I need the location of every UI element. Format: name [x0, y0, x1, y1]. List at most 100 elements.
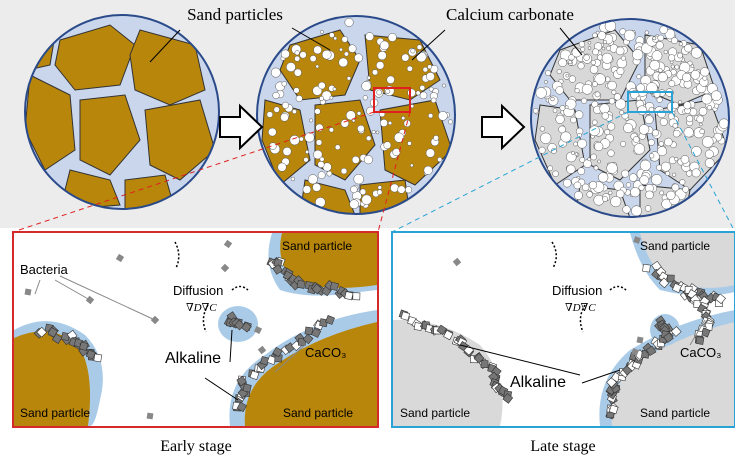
crystal [692, 169, 700, 177]
calcium-carbonate [94, 354, 102, 362]
crystal [659, 141, 664, 146]
crystal [305, 150, 308, 153]
crystal [309, 119, 312, 122]
crystal [428, 113, 433, 118]
crystal [568, 60, 572, 64]
crystal [637, 74, 641, 78]
crystal [582, 84, 592, 94]
crystal [548, 166, 553, 171]
crystal [705, 158, 714, 167]
bacterium [258, 346, 266, 354]
crystal [617, 67, 624, 74]
crystal [621, 56, 625, 60]
crystal [649, 153, 654, 158]
crystal [387, 76, 395, 84]
crystal [329, 128, 334, 133]
crystal [341, 168, 347, 174]
crystal [607, 163, 618, 174]
crystal [657, 146, 666, 155]
crystal [594, 166, 598, 170]
crystal [620, 110, 624, 114]
crystal [702, 136, 713, 147]
crystal [631, 206, 641, 216]
crystal [318, 82, 325, 89]
crystal [407, 141, 411, 145]
crystal [592, 49, 598, 55]
crystal [304, 157, 309, 162]
crystal [671, 37, 677, 43]
crystal [620, 141, 625, 146]
crystal [658, 68, 662, 72]
crystal [557, 69, 562, 74]
crystal [388, 121, 392, 125]
crystal [433, 135, 438, 140]
crystal [658, 72, 668, 82]
crystal [665, 171, 669, 175]
crystal [608, 81, 617, 90]
shape [205, 378, 238, 400]
crystal [448, 120, 452, 124]
calcium-carbonate [353, 293, 360, 300]
crystal [584, 55, 590, 61]
crystal [339, 58, 348, 67]
crystal [303, 186, 311, 194]
crystal [636, 96, 640, 100]
crystal [366, 136, 371, 141]
crystal [702, 94, 712, 104]
crystal [291, 177, 295, 181]
crystal [603, 196, 608, 201]
crystal [703, 76, 707, 80]
crystal [672, 173, 676, 177]
crystal [417, 45, 422, 50]
crystal [608, 191, 612, 195]
crystal [388, 33, 396, 41]
crystal [660, 118, 667, 125]
crystal [639, 124, 649, 134]
crystal [675, 65, 679, 69]
crystal [377, 90, 382, 95]
crystal [360, 189, 366, 195]
crystal [429, 87, 433, 91]
crystal [308, 175, 317, 184]
page: {"top": {"sand_label": "Sand particles",… [0, 0, 735, 459]
crystal [377, 190, 382, 195]
crystal [292, 109, 296, 113]
bacterium [25, 289, 32, 296]
crystal [691, 70, 700, 79]
crystal [602, 112, 609, 119]
crystal [591, 154, 597, 160]
crystal [683, 186, 689, 192]
crystal [560, 105, 565, 110]
crystal [347, 76, 351, 80]
crystal [664, 138, 672, 146]
crystal [684, 128, 694, 138]
crystal [268, 128, 276, 136]
crystal [294, 88, 300, 94]
crystal [350, 186, 357, 193]
crystal [668, 55, 675, 62]
sand-particle-label: Sand particle [400, 406, 470, 420]
crystal [684, 44, 692, 52]
crystal [545, 70, 550, 75]
calcium-carbonate [401, 312, 410, 321]
bacterium [330, 282, 339, 291]
crystal [553, 171, 559, 177]
bacteria-label: Bacteria [20, 262, 68, 277]
crystal [651, 174, 662, 185]
crystal [645, 206, 651, 212]
crystal [591, 60, 596, 65]
crystal [364, 155, 373, 164]
crystal [640, 176, 649, 185]
crystal [609, 98, 615, 104]
crystal [408, 89, 416, 97]
crystal [671, 65, 674, 68]
crystal [673, 130, 680, 137]
crystal [442, 84, 445, 87]
crystal [376, 61, 384, 69]
crystal [380, 119, 387, 126]
crystal [679, 100, 682, 103]
crystal [661, 162, 670, 171]
crystal [681, 155, 689, 163]
crystal [711, 91, 721, 101]
sand-particle-label: Sand particle [282, 239, 352, 253]
